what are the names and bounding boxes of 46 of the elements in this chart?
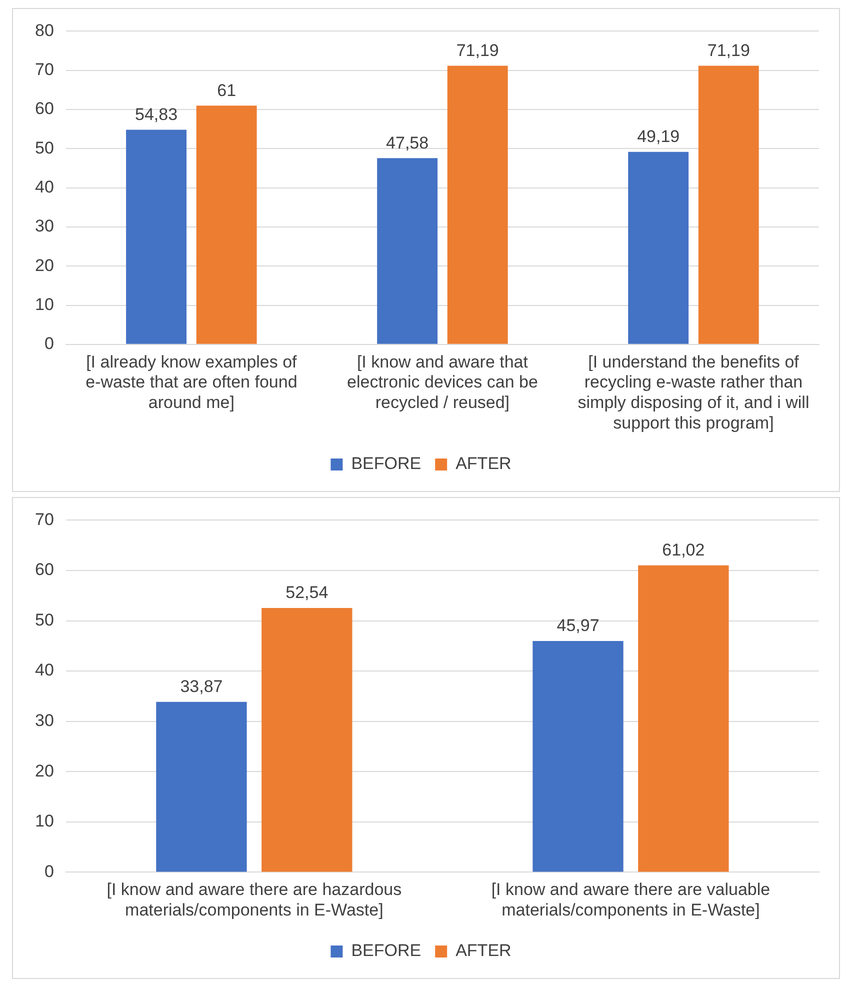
data-label: 61,02 — [662, 540, 705, 560]
y-tick-label: 40 — [34, 660, 54, 680]
data-label: 47,58 — [386, 133, 429, 152]
x-tick-label: [I know and aware there are hazardous materials/components in E-Waste] — [106, 880, 402, 920]
data-label: 61 — [217, 80, 236, 100]
y-tick-label: 10 — [34, 294, 54, 314]
y-tick-label: 60 — [34, 99, 54, 118]
y-tick-label: 70 — [34, 510, 54, 529]
bar — [447, 66, 508, 344]
y-tick-label: 30 — [34, 711, 54, 730]
y-tick-label: 70 — [34, 60, 54, 80]
x-tick-label: [I already know examples of e-waste that are often found around me] — [86, 352, 298, 412]
y-tick-label: 0 — [44, 862, 54, 881]
y-tick-label: 10 — [34, 812, 54, 831]
y-tick-label: 40 — [34, 177, 54, 196]
bar — [126, 130, 187, 344]
bar — [638, 565, 729, 872]
y-tick-label: 60 — [34, 560, 54, 580]
y-tick-label: 20 — [34, 761, 54, 780]
bar — [532, 641, 624, 872]
x-tick-label: [I know and aware there are valuable materials/components in E-Waste] — [491, 880, 770, 920]
data-label: 49,19 — [637, 127, 680, 146]
data-label: 33,87 — [180, 677, 223, 696]
legend-label: AFTER — [456, 941, 512, 960]
y-tick-label: 80 — [34, 20, 54, 40]
y-tick-label: 0 — [44, 334, 54, 354]
data-label: 52,54 — [286, 583, 328, 602]
y-tick-label: 20 — [34, 256, 54, 275]
y-tick-label: 30 — [34, 216, 54, 236]
y-tick-label: 50 — [34, 138, 54, 158]
bar — [377, 158, 438, 344]
legend-label: BEFORE — [351, 454, 422, 474]
data-label: 71,19 — [456, 40, 499, 60]
data-label: 45,97 — [556, 616, 600, 636]
bar — [698, 66, 759, 344]
bar — [628, 152, 689, 344]
x-tick-label: [I know and aware that electronic devices can be recycled / reused] — [347, 352, 538, 412]
x-tick-label: [I understand the benefits of recycling e-waste rather than simply disposing of it, and i will support this program] — [578, 352, 810, 432]
data-label: 54,83 — [135, 104, 178, 124]
data-label: 71,19 — [707, 40, 750, 60]
legend-label: AFTER — [456, 454, 512, 474]
bar — [156, 702, 247, 872]
bar — [196, 106, 257, 344]
y-tick-label: 50 — [34, 610, 54, 630]
legend-label: BEFORE — [351, 941, 422, 960]
bar — [262, 608, 352, 872]
